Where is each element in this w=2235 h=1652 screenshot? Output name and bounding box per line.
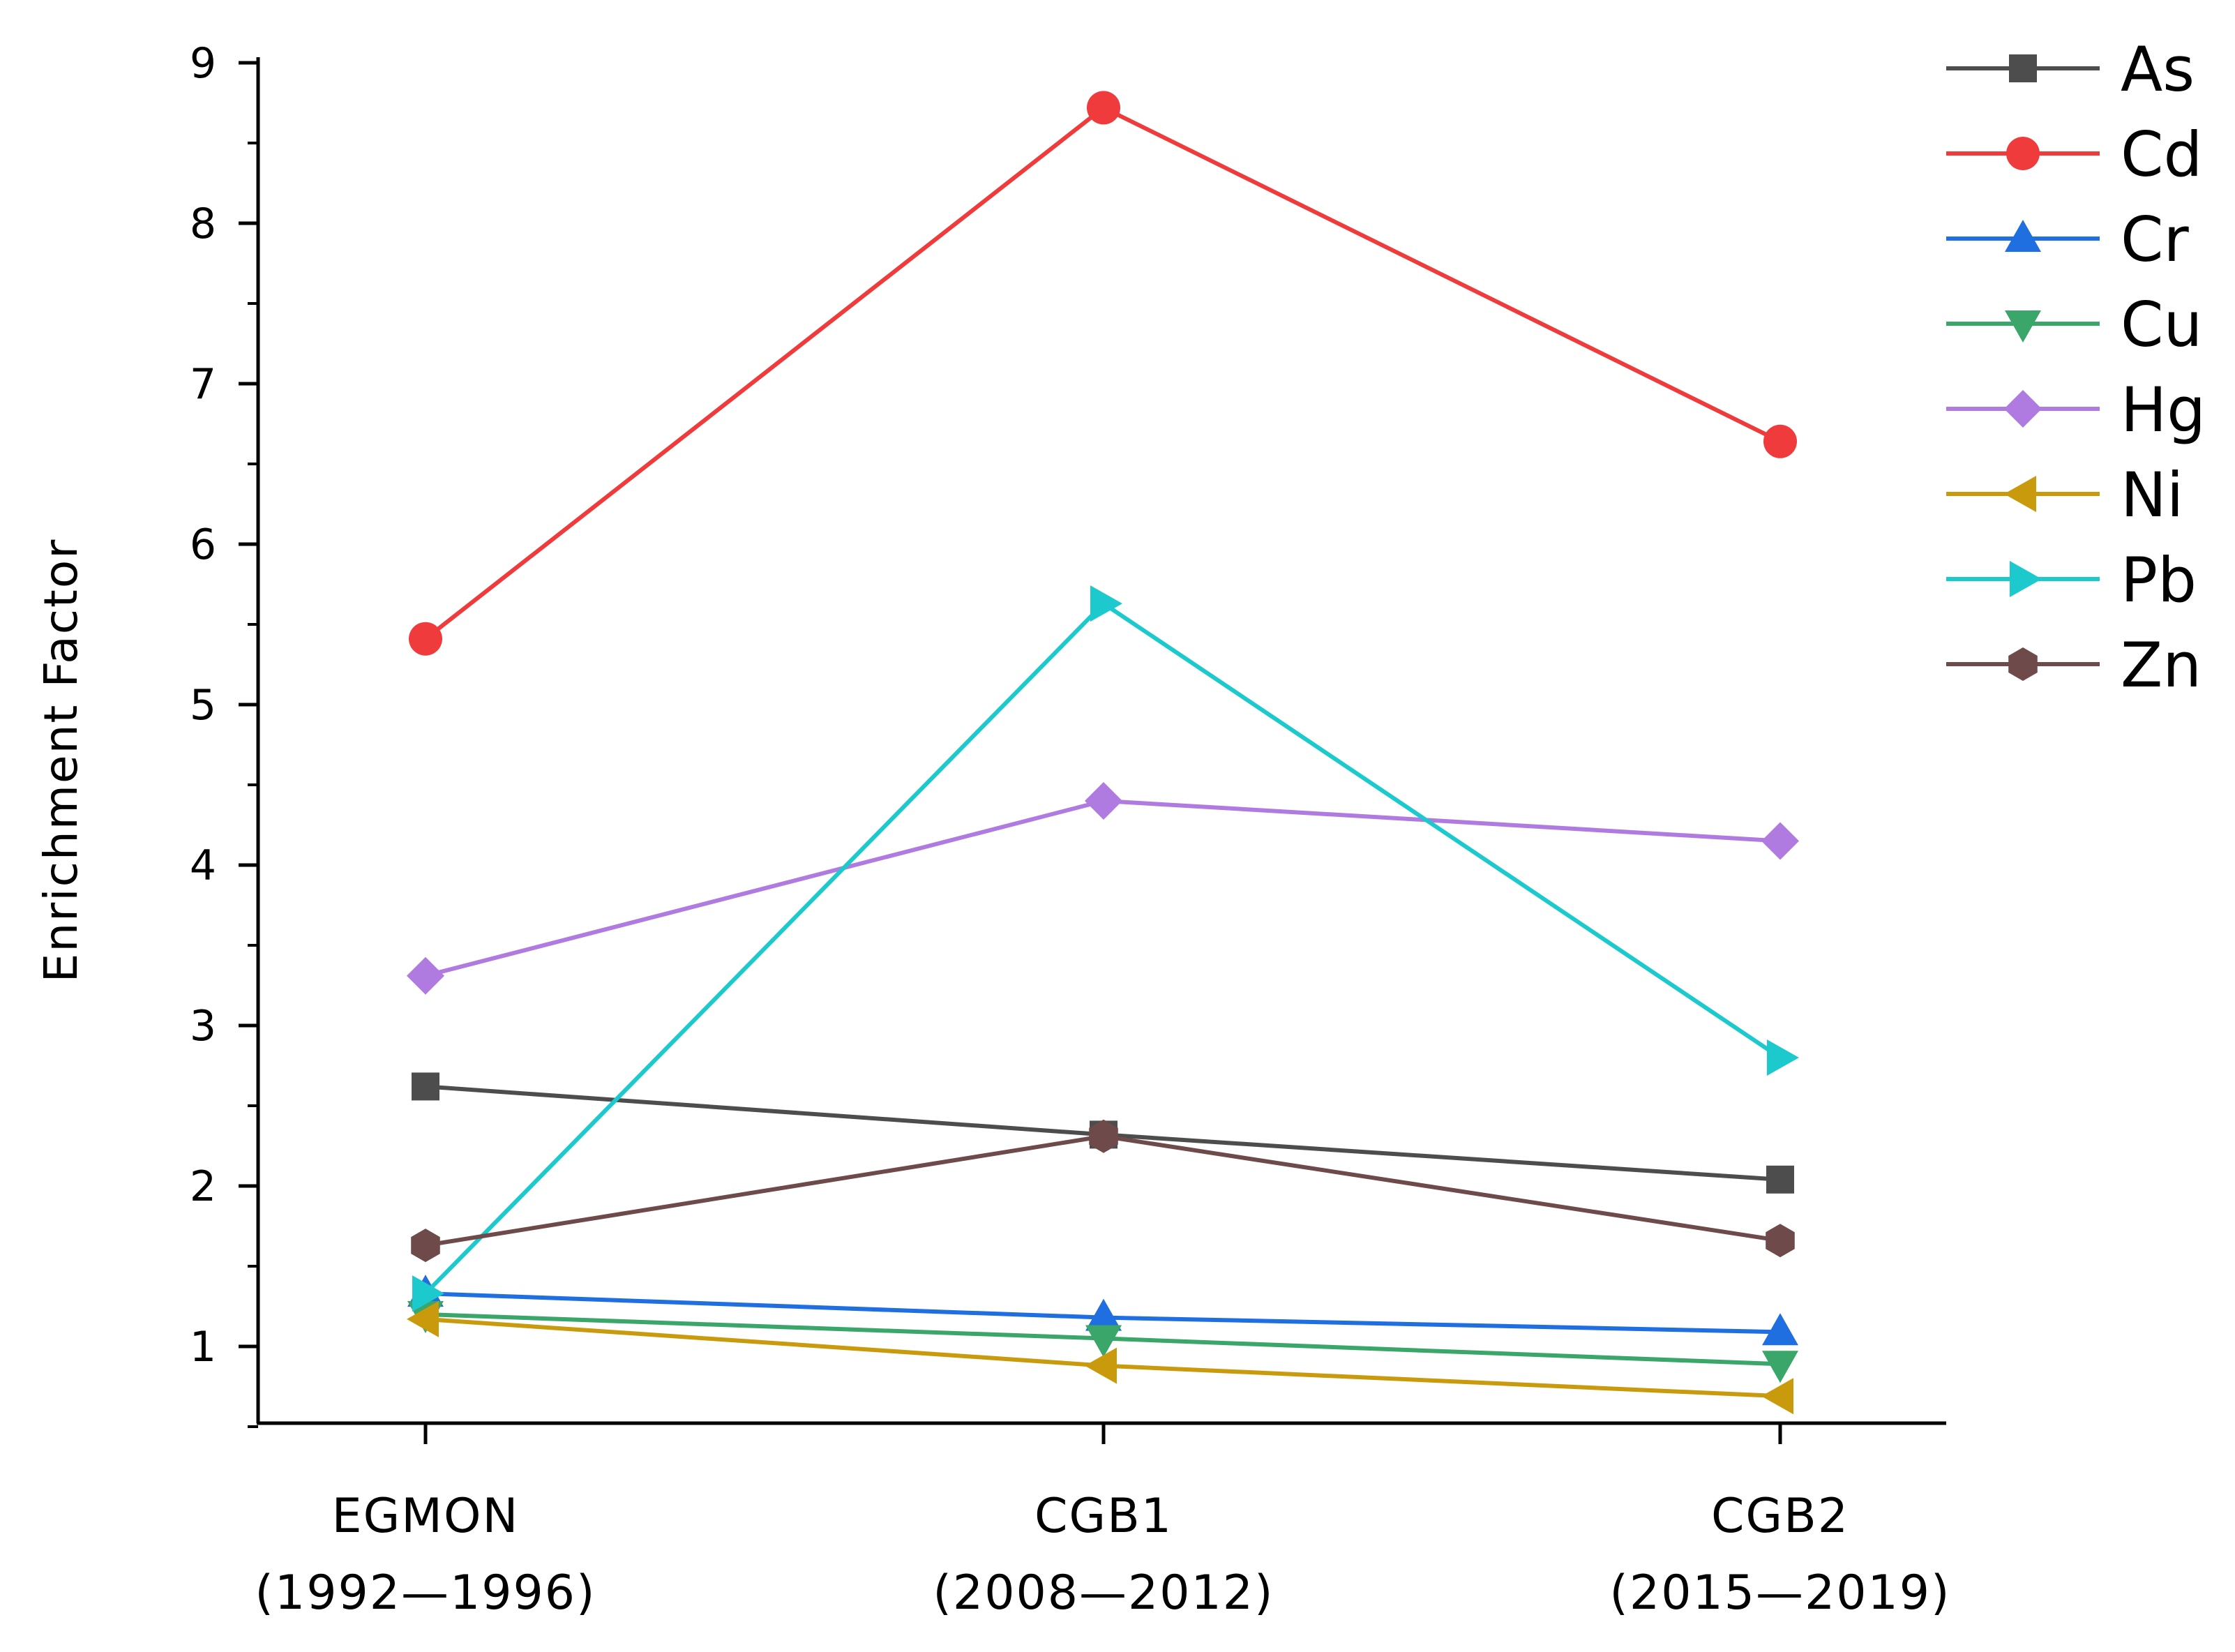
data-point-cd: [409, 622, 442, 656]
data-point-cr: [1762, 1313, 1798, 1346]
y-tick-label: 4: [190, 841, 216, 890]
series-zn: [411, 1119, 1795, 1263]
data-point-as: [1766, 1165, 1794, 1194]
x-category-label: CGB1: [1034, 1489, 1173, 1544]
data-point-zn: [1089, 1119, 1118, 1153]
data-point-zn: [1766, 1224, 1795, 1258]
data-point-cr: [1085, 1298, 1122, 1331]
data-point-cu: [1762, 1351, 1798, 1383]
series-line-zn: [425, 1134, 1781, 1248]
series-line-pb: [423, 601, 1782, 1296]
y-tick-label: 1: [190, 1323, 216, 1372]
legend-marker: [2008, 647, 2038, 681]
data-point-cd: [1763, 424, 1797, 458]
data-point-ni: [1085, 1347, 1117, 1384]
y-tick-label: 2: [190, 1162, 216, 1211]
x-categories: EGMON (1992—1996) CGB1 (2008—2012) CGB2 (2015…: [255, 1423, 1950, 1621]
series-hg: [407, 782, 1799, 995]
x-category-period: (1992—1996): [255, 1565, 596, 1621]
legend-label: Cu: [2121, 289, 2202, 361]
legend-marker: [2006, 137, 2040, 170]
legend-item-as: As: [1946, 33, 2195, 105]
data-point-as: [412, 1072, 439, 1101]
y-axis-label: Enrichment Factor: [34, 539, 88, 983]
data-point-hg: [1085, 782, 1122, 820]
series-cd: [409, 91, 1797, 656]
y-tick-label: 5: [190, 681, 216, 730]
series-ni: [407, 1300, 1793, 1415]
legend-item-cd: Cd: [1946, 119, 2202, 190]
data-point-cu: [1085, 1325, 1122, 1358]
x-category-label: CGB2: [1711, 1489, 1849, 1544]
legend-marker: [2005, 220, 2041, 252]
legend-item-cu: Cu: [1946, 289, 2202, 361]
y-tick-label: 8: [190, 200, 216, 248]
y-tick-label: 3: [190, 1002, 216, 1051]
plot-area: [407, 91, 1799, 1415]
legend-item-hg: Hg: [1946, 374, 2206, 446]
y-tick-label: 6: [190, 520, 216, 569]
legend-marker: [2010, 561, 2042, 597]
legend-marker: [2004, 390, 2042, 428]
legend-marker: [2005, 310, 2041, 343]
series-pb: [412, 585, 1799, 1312]
legend-item-pb: Pb: [1946, 544, 2197, 616]
legend: As Cd Cr Cu Hg Ni Pb Zn: [1946, 33, 2206, 701]
y-tick-label: 9: [190, 39, 216, 88]
series-line-cd: [424, 105, 1782, 641]
legend-label: Hg: [2121, 374, 2206, 446]
data-point-cd: [1087, 91, 1120, 125]
data-point-ni: [1761, 1378, 1793, 1415]
legend-label: Cd: [2121, 119, 2202, 190]
legend-marker: [2004, 476, 2036, 512]
data-point-ni: [407, 1300, 439, 1337]
data-point-hg: [1761, 822, 1799, 860]
data-point-zn: [411, 1229, 440, 1263]
data-point-pb: [1090, 585, 1122, 622]
x-category-period: (2015—2019): [1609, 1565, 1950, 1621]
data-point-pb: [412, 1275, 444, 1312]
legend-item-ni: Ni: [1946, 459, 2183, 531]
x-category-period: (2008—2012): [933, 1565, 1274, 1621]
x-category-label: EGMON: [332, 1489, 520, 1544]
legend-label: Cr: [2121, 204, 2189, 276]
legend-label: Zn: [2121, 629, 2202, 701]
series-line-hg: [425, 799, 1781, 978]
legend-item-cr: Cr: [1946, 204, 2189, 276]
axes: [256, 57, 1946, 1425]
legend-item-zn: Zn: [1946, 629, 2202, 701]
legend-label: As: [2121, 33, 2195, 105]
legend-marker: [2009, 54, 2037, 82]
data-point-pb: [1767, 1039, 1799, 1076]
y-ticks: 1 2 3 4 5 6 7 8 9: [190, 39, 258, 1428]
y-tick-label: 7: [190, 360, 216, 409]
data-point-hg: [407, 956, 444, 995]
legend-label: Ni: [2121, 459, 2183, 531]
legend-label: Pb: [2121, 544, 2197, 616]
